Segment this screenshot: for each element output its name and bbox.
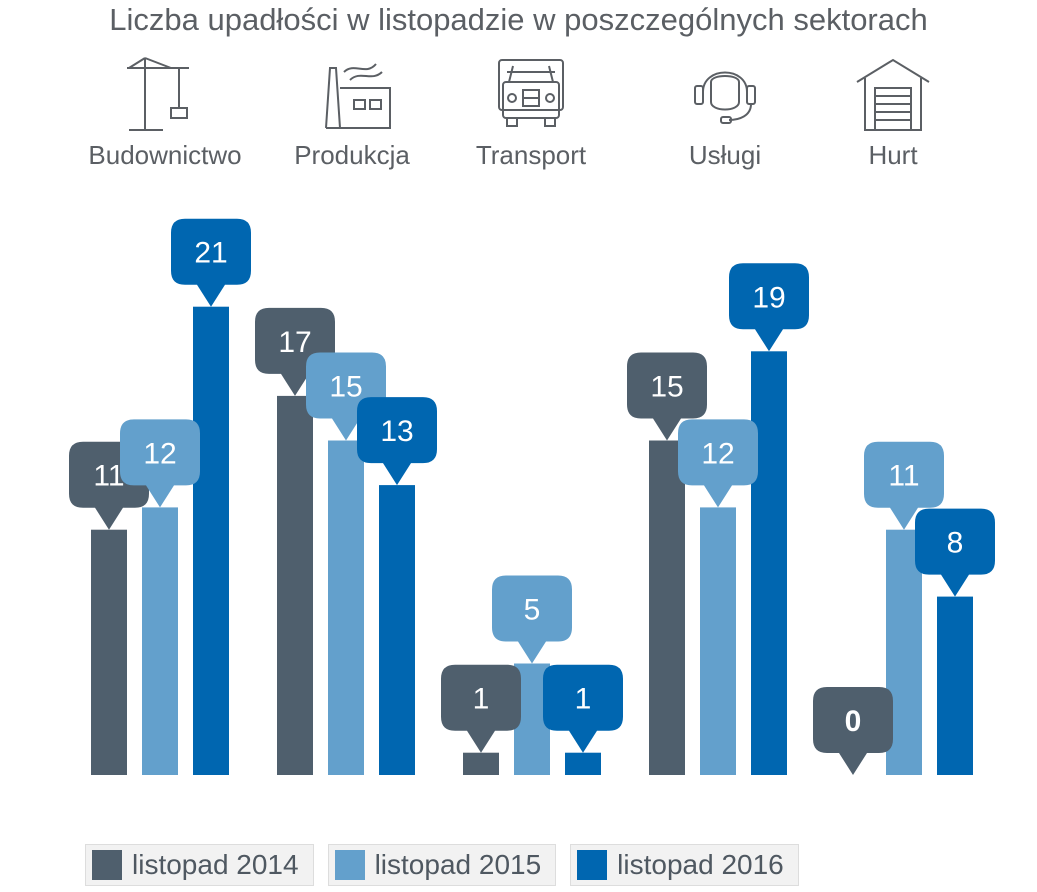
sector-label: Produkcja <box>294 140 410 170</box>
data-label: 1 <box>543 664 623 753</box>
data-label-text: 13 <box>380 415 413 448</box>
data-label: 8 <box>915 508 995 597</box>
bar-hurt-2 <box>937 596 973 775</box>
data-label: 19 <box>729 263 809 352</box>
truck-icon <box>498 59 564 127</box>
sector-produkcja: Produkcja <box>262 52 442 177</box>
legend-item-2015: listopad 2015 <box>327 844 557 886</box>
data-label: 11 <box>864 441 944 530</box>
callout-bubble <box>678 419 758 508</box>
bar-transport-0 <box>463 752 499 775</box>
bar-budownictwo-0 <box>91 529 127 775</box>
data-label-text: 0 <box>845 705 862 738</box>
legend: listopad 2014 listopad 2015 listopad 201… <box>85 844 799 886</box>
bar-produkcja-0 <box>277 395 313 775</box>
data-label-text: 5 <box>524 594 541 627</box>
data-label: 0 <box>813 687 893 775</box>
sector-hurt: Hurt <box>803 52 983 177</box>
data-label-text: 11 <box>888 460 919 493</box>
data-label: 13 <box>357 397 437 486</box>
bar-usługi-0 <box>649 440 685 775</box>
data-label-text: 1 <box>473 683 490 716</box>
sector-label: Budownictwo <box>88 140 242 170</box>
callout-bubble <box>171 218 251 307</box>
bar-transport-2 <box>565 752 601 775</box>
callout-bubble <box>492 575 572 664</box>
data-label: 5 <box>492 575 572 664</box>
data-label: 12 <box>120 419 200 508</box>
bar-budownictwo-2 <box>193 306 229 775</box>
sector-label: Usługi <box>688 140 762 170</box>
callout-bubble <box>120 419 200 508</box>
data-label-text: 12 <box>701 437 734 470</box>
legend-swatch <box>92 850 122 880</box>
legend-item-2016: listopad 2016 <box>570 844 799 886</box>
data-label-text: 15 <box>650 371 683 404</box>
data-label-text: 15 <box>329 371 362 404</box>
data-label-text: 19 <box>752 281 785 314</box>
callout-bubble <box>627 352 707 441</box>
callout-bubble <box>915 508 995 597</box>
sector-label: Transport <box>475 140 587 170</box>
factory-icon <box>325 63 391 129</box>
callout-bubble <box>864 441 944 530</box>
data-label: 12 <box>678 419 758 508</box>
legend-label: listopad 2016 <box>617 849 784 880</box>
data-label-text: 17 <box>278 326 311 359</box>
data-label-text: 11 <box>93 460 124 493</box>
data-label-text: 1 <box>575 683 592 716</box>
callout-bubble <box>357 397 437 486</box>
legend-label: listopad 2014 <box>132 849 299 880</box>
legend-swatch <box>334 850 365 880</box>
callout-bubble <box>729 263 809 352</box>
callout-bubble <box>543 664 623 753</box>
legend-item-2014: listopad 2014 <box>85 844 314 886</box>
crane-icon <box>127 57 189 131</box>
data-label: 21 <box>171 218 251 307</box>
data-label-text: 8 <box>947 527 964 560</box>
legend-label: listopad 2015 <box>374 849 542 880</box>
data-label-text: 12 <box>143 437 176 470</box>
headset-icon <box>694 71 756 124</box>
data-label: 15 <box>627 352 707 441</box>
bar-budownictwo-1 <box>142 507 178 775</box>
warehouse-icon <box>856 58 930 131</box>
sector-transport: Transport <box>441 52 621 177</box>
callout-bubble <box>813 687 893 775</box>
bar-usługi-2 <box>751 351 787 775</box>
chart-title: Liczba upadłości w listopadzie w poszcze… <box>109 2 928 37</box>
data-label-text: 21 <box>194 237 227 270</box>
data-label: 1 <box>441 664 521 753</box>
bar-produkcja-1 <box>328 440 364 775</box>
sector-uslugi: Usługi <box>635 52 815 177</box>
bar-produkcja-2 <box>379 485 415 775</box>
sector-budownictwo: Budownictwo <box>75 52 255 177</box>
bar-usługi-1 <box>700 507 736 775</box>
sector-label: Hurt <box>868 140 918 170</box>
callout-bubble <box>441 664 521 753</box>
legend-swatch <box>577 850 608 880</box>
